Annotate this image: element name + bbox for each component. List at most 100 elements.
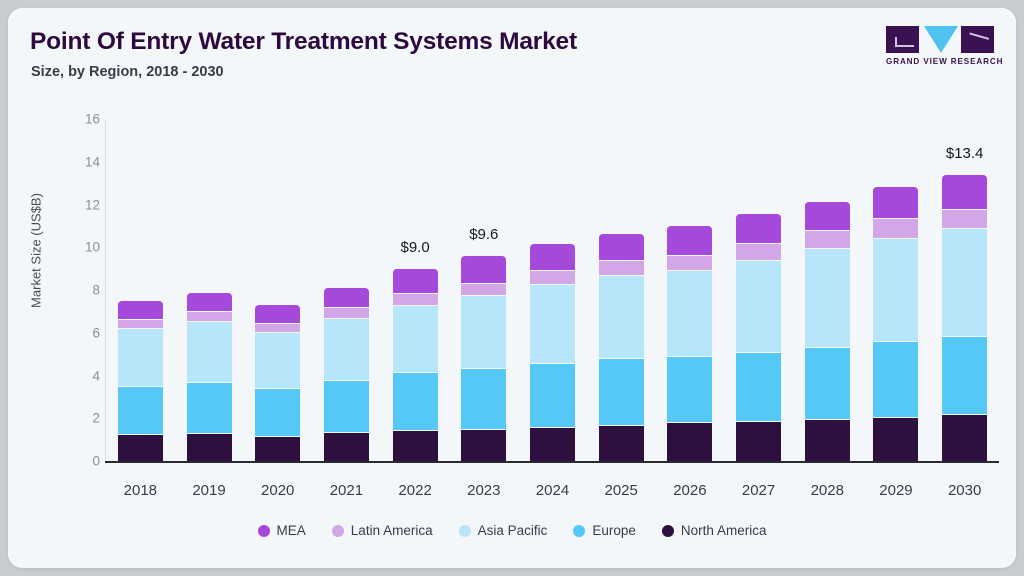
bar-segment-north-america[interactable] [667,422,713,461]
bar-segment-mea[interactable] [186,293,232,312]
bar-segment-europe[interactable] [804,346,850,420]
bar-segment-asia-pacific[interactable] [736,260,782,352]
legend-item[interactable]: Latin America [331,523,433,538]
bar-column[interactable]: 2024 [518,8,587,568]
bar-segment-asia-pacific[interactable] [873,237,919,342]
bar-column[interactable]: 2018 [106,8,175,568]
bar-column[interactable]: 2020 [243,8,312,568]
bar-segment-asia-pacific[interactable] [392,304,438,373]
bar-segment-asia-pacific[interactable] [323,317,369,380]
bar-segment-europe[interactable] [323,379,369,433]
bar-segment-latin-america[interactable] [598,260,644,276]
bar-segment-latin-america[interactable] [529,269,575,284]
bar-segment-europe[interactable] [736,351,782,422]
bar-segment-europe[interactable] [255,388,301,437]
bar-segment-asia-pacific[interactable] [461,295,507,368]
stacked-bar[interactable] [461,255,507,461]
x-axis-tick-label: 2022 [398,482,432,499]
bar-segment-asia-pacific[interactable] [117,328,163,387]
stacked-bar[interactable] [736,214,782,461]
bar-column[interactable]: $13.4 2030 [930,8,999,568]
bar-segment-latin-america[interactable] [667,254,713,270]
bar-segment-latin-america[interactable] [804,230,850,249]
bar-segment-mea[interactable] [323,287,369,308]
bar-segment-latin-america[interactable] [255,323,301,332]
bar-segment-mea[interactable] [736,214,782,243]
bar-segment-mea[interactable] [873,187,919,219]
bar-segment-latin-america[interactable] [392,293,438,305]
bar-segment-mea[interactable] [529,244,575,270]
bar-segment-europe[interactable] [529,362,575,427]
bar-segment-north-america[interactable] [323,432,369,461]
chart-legend: MEA Latin America Asia Pacific Europe North … [8,523,1016,538]
bar-segment-north-america[interactable] [529,426,575,461]
legend-item[interactable]: Europe [573,523,636,538]
bar-segment-europe[interactable] [598,358,644,425]
bar-segment-mea[interactable] [117,300,163,319]
bar-segment-mea[interactable] [942,174,988,209]
bar-segment-north-america[interactable] [804,419,850,461]
bar-segment-mea[interactable] [804,202,850,231]
bar-segment-asia-pacific[interactable] [667,269,713,357]
stacked-bar[interactable] [942,174,988,461]
bar-column[interactable]: 2019 [175,8,244,568]
bar-segment-asia-pacific[interactable] [598,275,644,359]
bar-segment-north-america[interactable] [255,436,301,461]
stacked-bar[interactable] [392,268,438,461]
stacked-bar[interactable] [323,287,369,461]
bar-segment-north-america[interactable] [873,417,919,461]
bar-column[interactable]: 2027 [724,8,793,568]
bar-segment-mea[interactable] [598,234,644,261]
bar-segment-mea[interactable] [392,268,438,294]
bar-segment-latin-america[interactable] [461,282,507,296]
legend-item[interactable]: MEA [257,523,306,538]
bar-segment-europe[interactable] [942,335,988,414]
bar-segment-latin-america[interactable] [736,242,782,261]
bar-segment-europe[interactable] [117,386,163,435]
stacked-bar[interactable] [598,234,644,461]
bar-column[interactable]: 2029 [862,8,931,568]
stacked-bar[interactable] [186,293,232,461]
bar-column[interactable]: 2021 [312,8,381,568]
bar-segment-europe[interactable] [667,356,713,423]
bar-segment-mea[interactable] [667,225,713,255]
bar-segment-europe[interactable] [873,341,919,418]
stacked-bar[interactable] [117,300,163,461]
bar-segment-latin-america[interactable] [873,218,919,238]
stacked-bar[interactable] [804,202,850,461]
bar-segment-north-america[interactable] [736,421,782,461]
stacked-bar[interactable] [529,244,575,461]
bar-segment-north-america[interactable] [461,428,507,461]
bar-segment-latin-america[interactable] [942,208,988,228]
bar-segment-asia-pacific[interactable] [186,320,232,382]
legend-item[interactable]: Asia Pacific [458,523,547,538]
bar-segment-north-america[interactable] [942,413,988,461]
bar-segment-latin-america[interactable] [186,311,232,321]
bar-segment-north-america[interactable] [392,429,438,461]
bar-segment-asia-pacific[interactable] [942,228,988,336]
bar-segment-north-america[interactable] [598,424,644,461]
stacked-bar[interactable] [873,187,919,461]
bar-column[interactable]: $9.0 2022 [381,8,450,568]
bar-segment-mea[interactable] [255,304,301,324]
bar-column[interactable]: 2025 [587,8,656,568]
bar-segment-asia-pacific[interactable] [529,283,575,363]
bar-column[interactable]: 2026 [656,8,725,568]
bar-segment-mea[interactable] [461,255,507,283]
stacked-bar[interactable] [255,304,301,461]
x-axis-tick-label: 2023 [467,482,501,499]
bar-column[interactable]: 2028 [793,8,862,568]
bar-segment-latin-america[interactable] [323,307,369,318]
bar-segment-europe[interactable] [392,372,438,430]
bar-segment-north-america[interactable] [186,433,232,461]
legend-color-swatch [573,524,586,537]
bar-segment-latin-america[interactable] [117,318,163,329]
bar-segment-asia-pacific[interactable] [255,331,301,389]
stacked-bar[interactable] [667,225,713,461]
bar-segment-europe[interactable] [186,381,232,434]
bar-column[interactable]: $9.6 2023 [449,8,518,568]
bar-segment-europe[interactable] [461,367,507,429]
bar-segment-north-america[interactable] [117,434,163,461]
bar-segment-asia-pacific[interactable] [804,248,850,347]
legend-item[interactable]: North America [661,523,766,538]
